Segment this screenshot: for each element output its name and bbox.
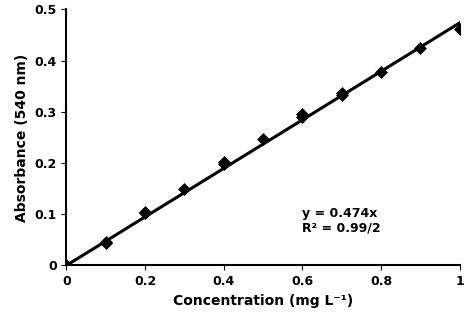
Point — [102, 240, 109, 245]
Point — [63, 263, 70, 268]
Point — [102, 241, 109, 246]
Text: y = 0.474x
R² = 0.99/2: y = 0.474x R² = 0.99/2 — [302, 207, 381, 235]
Point — [456, 27, 464, 32]
Point — [338, 93, 346, 98]
Y-axis label: Absorbance (540 nm): Absorbance (540 nm) — [15, 53, 29, 222]
X-axis label: Concentration (mg L⁻¹): Concentration (mg L⁻¹) — [173, 294, 353, 308]
Point — [377, 70, 385, 75]
Point — [181, 186, 188, 191]
Point — [141, 211, 149, 216]
Point — [259, 137, 267, 142]
Point — [299, 114, 306, 119]
Point — [417, 46, 424, 51]
Point — [220, 160, 228, 165]
Point — [299, 112, 306, 117]
Point — [141, 209, 149, 214]
Point — [220, 161, 228, 167]
Point — [338, 91, 346, 96]
